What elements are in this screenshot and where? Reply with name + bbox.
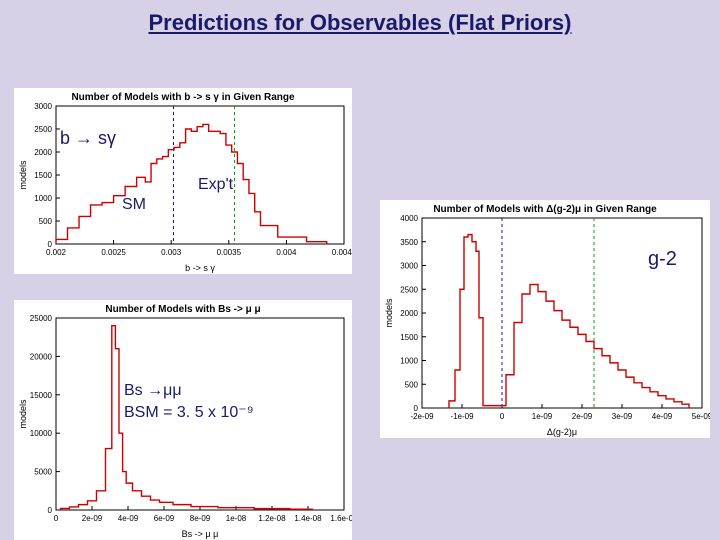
svg-text:1000: 1000: [34, 194, 52, 203]
svg-text:2e-09: 2e-09: [82, 514, 103, 523]
svg-text:4e-09: 4e-09: [652, 412, 673, 421]
svg-text:2000: 2000: [400, 309, 418, 318]
svg-text:0: 0: [500, 412, 505, 421]
annot-bsmm1: Bs →μμ: [124, 382, 182, 400]
svg-text:3e-09: 3e-09: [612, 412, 633, 421]
svg-text:Number of Models with Δ(g-2)μ: Number of Models with Δ(g-2)μ in Given R…: [433, 204, 657, 215]
annot-bsg: b → sγ: [60, 128, 116, 149]
svg-text:500: 500: [405, 380, 419, 389]
chart-bsg-panel: Number of Models with b -> s γ in Given …: [14, 88, 352, 274]
svg-text:0.004: 0.004: [276, 248, 297, 257]
svg-text:3000: 3000: [34, 102, 52, 111]
svg-text:0.0035: 0.0035: [217, 248, 242, 257]
svg-text:15000: 15000: [30, 391, 53, 400]
svg-text:models: models: [18, 160, 28, 190]
svg-text:3500: 3500: [400, 238, 418, 247]
svg-text:1000: 1000: [400, 357, 418, 366]
svg-text:1500: 1500: [400, 333, 418, 342]
svg-text:500: 500: [39, 217, 53, 226]
svg-text:0.002: 0.002: [46, 248, 67, 257]
svg-text:2e-09: 2e-09: [572, 412, 593, 421]
svg-text:models: models: [18, 399, 28, 429]
annot-g2: g-2: [648, 248, 677, 271]
slide-title: Predictions for Observables (Flat Priors…: [0, 10, 720, 36]
svg-text:4000: 4000: [400, 214, 418, 223]
slide-root: Predictions for Observables (Flat Priors…: [0, 0, 720, 540]
svg-text:2000: 2000: [34, 148, 52, 157]
svg-text:models: models: [384, 298, 394, 328]
svg-text:0: 0: [48, 506, 53, 515]
svg-text:1e-08: 1e-08: [226, 514, 247, 523]
svg-text:5000: 5000: [34, 468, 52, 477]
svg-text:1.2e-08: 1.2e-08: [258, 514, 286, 523]
svg-text:5e-09: 5e-09: [692, 412, 710, 421]
svg-text:25000: 25000: [30, 314, 53, 323]
svg-text:20000: 20000: [30, 352, 53, 361]
svg-text:Number of Models with Bs -> μ: Number of Models with Bs -> μ μ: [105, 304, 260, 315]
svg-text:10000: 10000: [30, 429, 53, 438]
svg-text:0.0025: 0.0025: [101, 248, 126, 257]
svg-text:1e-09: 1e-09: [532, 412, 553, 421]
svg-text:3000: 3000: [400, 262, 418, 271]
svg-text:8e-09: 8e-09: [190, 514, 211, 523]
annot-sm: SM: [122, 196, 146, 214]
chart-g2-svg: Number of Models with Δ(g-2)μ in Given R…: [380, 200, 710, 438]
svg-text:6e-09: 6e-09: [154, 514, 175, 523]
chart-g2-panel: Number of Models with Δ(g-2)μ in Given R…: [380, 200, 710, 438]
annot-bsmm2: BSM = 3. 5 x 10⁻⁹: [124, 402, 254, 422]
svg-text:4e-09: 4e-09: [118, 514, 139, 523]
svg-text:0.003: 0.003: [161, 248, 182, 257]
svg-text:2500: 2500: [34, 125, 52, 134]
svg-text:0: 0: [54, 514, 59, 523]
svg-text:-2e-09: -2e-09: [410, 412, 434, 421]
svg-text:b -> s γ: b -> s γ: [185, 263, 215, 273]
svg-text:Δ(g-2)μ: Δ(g-2)μ: [547, 427, 577, 437]
svg-text:-1e-09: -1e-09: [450, 412, 474, 421]
svg-text:1500: 1500: [34, 171, 52, 180]
svg-text:Bs -> μ μ: Bs -> μ μ: [182, 529, 219, 539]
svg-text:2500: 2500: [400, 285, 418, 294]
svg-text:0.0045: 0.0045: [332, 248, 352, 257]
chart-bsg-svg: Number of Models with b -> s γ in Given …: [14, 88, 352, 274]
svg-text:Number of Models with b -> s γ: Number of Models with b -> s γ in Given …: [71, 92, 295, 103]
svg-text:1.6e-08: 1.6e-08: [330, 514, 352, 523]
svg-text:1.4e-08: 1.4e-08: [294, 514, 322, 523]
annot-expt: Exp't: [198, 176, 233, 194]
